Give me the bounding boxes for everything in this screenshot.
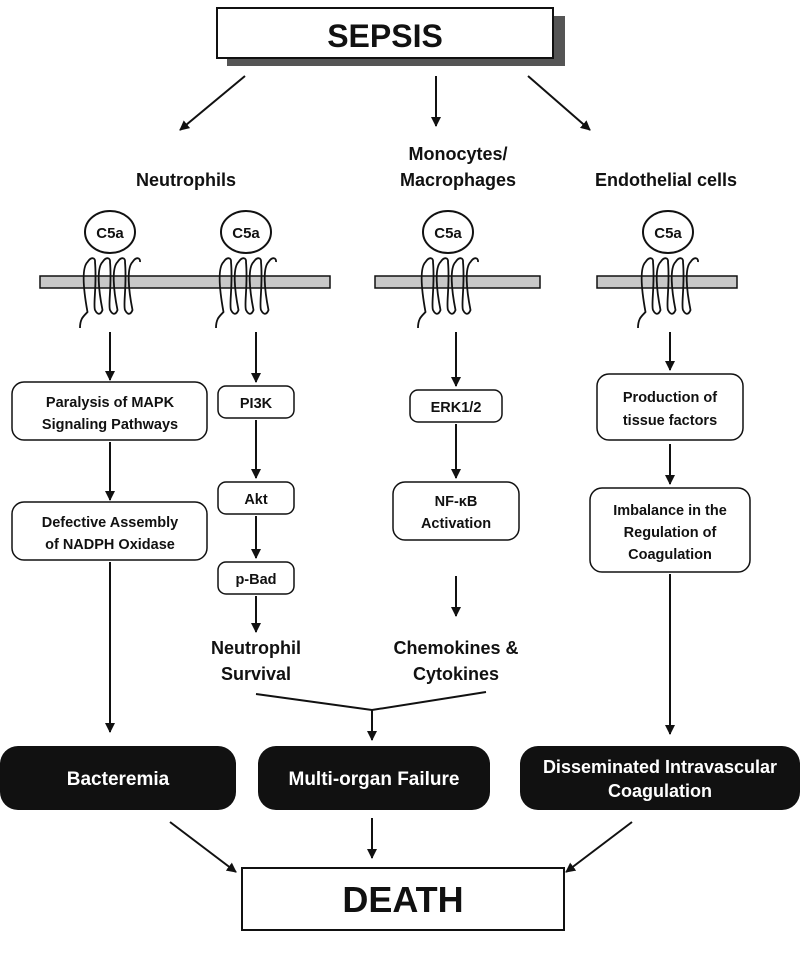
- receptor-loops: [637, 257, 699, 329]
- chemokines-line1: Chemokines &: [393, 638, 518, 658]
- tissue-line2: tissue factors: [623, 413, 717, 429]
- nfkb-line1: NF-κB: [435, 494, 478, 510]
- membrane-monocytes: [374, 275, 541, 289]
- outcome-dic: [520, 746, 800, 810]
- membrane-neutrophils: [39, 275, 331, 289]
- chemokines-line2: Cytokines: [413, 664, 499, 684]
- header-monocytes-line1: Monocytes/: [408, 144, 507, 164]
- header-endothelial: Endothelial cells: [595, 170, 737, 190]
- c5a-label: C5a: [96, 225, 124, 242]
- header-neutrophils: Neutrophils: [136, 170, 236, 190]
- nadph-line1: Defective Assembly: [42, 515, 178, 531]
- box-pi3k: [217, 385, 295, 419]
- pbad-label: p-Bad: [235, 572, 276, 588]
- pathway-arrows: [105, 332, 675, 873]
- membrane-endothelial: [596, 275, 738, 289]
- arrow-to-endothelial: [527, 75, 591, 131]
- header-monocytes-line2: Macrophages: [400, 170, 516, 190]
- outcomes: Bacteremia Multi-organ Failure Dissemina…: [0, 746, 800, 810]
- c5a-ligand: [220, 210, 272, 254]
- outcome-bacteremia: [0, 746, 236, 810]
- arrow-to-neutrophils: [179, 75, 246, 131]
- imbalance-line1: Imbalance in the: [613, 503, 727, 519]
- receptor-loops: [417, 257, 479, 329]
- mapk-line1: Paralysis of MAPK: [46, 395, 175, 411]
- dic-line1: Disseminated Intravascular: [543, 757, 777, 777]
- arrow-dic-to-death: [565, 821, 633, 873]
- box-pbad: [217, 561, 295, 595]
- arrow-bacteremia-to-death: [169, 821, 237, 873]
- c5a-ligand: [422, 210, 474, 254]
- receptor-loops: [215, 257, 277, 329]
- box-erk: [409, 389, 503, 423]
- receptor-loops: [79, 257, 141, 329]
- akt-label: Akt: [244, 492, 268, 508]
- c5a-label: C5a: [654, 225, 682, 242]
- mof-label: Multi-organ Failure: [289, 769, 460, 790]
- receptor-endothelial: C5a: [637, 210, 699, 329]
- outcome-mof: [258, 746, 490, 810]
- receptor-neutrophil-1: C5a: [79, 210, 141, 329]
- process-labels: Paralysis of MAPK Signaling Pathways Def…: [42, 390, 727, 588]
- receptor-monocyte: C5a: [417, 210, 479, 329]
- receptor-neutrophil-2: C5a: [215, 210, 277, 329]
- imbalance-line3: Coagulation: [628, 547, 712, 563]
- box-nadph: [11, 501, 208, 561]
- c5a-label: C5a: [434, 225, 462, 242]
- box-tissue: [596, 373, 744, 441]
- merge-line: [255, 691, 487, 712]
- mapk-line2: Signaling Pathways: [42, 417, 178, 433]
- survival-line1: Neutrophil: [211, 638, 301, 658]
- erk-label: ERK1/2: [431, 400, 482, 416]
- c5a-ligand: [642, 210, 694, 254]
- imbalance-line2: Regulation of: [624, 525, 717, 541]
- membranes: [39, 275, 738, 289]
- box-nfkb: [392, 481, 520, 541]
- box-mapk: [11, 381, 208, 441]
- tissue-line1: Production of: [623, 390, 717, 406]
- process-boxes: [11, 373, 751, 595]
- sepsis-box: SEPSIS: [216, 7, 565, 66]
- nadph-line2: of NADPH Oxidase: [45, 537, 175, 553]
- box-imbalance: [589, 487, 751, 573]
- dic-line2: Coagulation: [608, 781, 712, 801]
- sepsis-arrows: [179, 75, 591, 131]
- c5a-receptors: C5a C5a C5a C5a: [79, 210, 699, 329]
- c5a-ligand: [84, 210, 136, 254]
- survival-line2: Survival: [221, 664, 291, 684]
- sepsis-title: SEPSIS: [327, 18, 443, 54]
- death-box: DEATH: [241, 867, 565, 931]
- nfkb-line2: Activation: [421, 516, 491, 532]
- box-akt: [217, 481, 295, 515]
- pi3k-label: PI3K: [240, 396, 273, 412]
- bacteremia-label: Bacteremia: [67, 769, 170, 790]
- death-title: DEATH: [342, 879, 463, 920]
- c5a-label: C5a: [232, 225, 260, 242]
